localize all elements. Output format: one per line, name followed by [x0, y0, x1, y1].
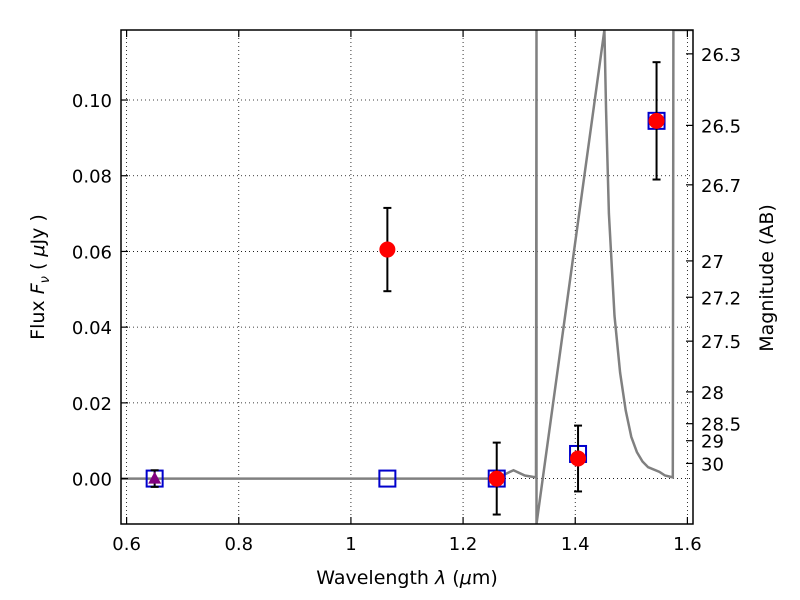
- y2-tick-label: 26.5: [701, 116, 741, 137]
- x-tick-label: 0.6: [112, 534, 141, 555]
- plot-area: [121, 30, 693, 524]
- y-label-nu: ν: [38, 276, 53, 283]
- y-label-F: F: [27, 282, 49, 294]
- y-tick-label: 0.10: [72, 91, 112, 112]
- y2-tick-label: 28.5: [701, 415, 741, 436]
- x-tick-label: 0.8: [224, 534, 253, 555]
- x-tick-label: 1.6: [673, 534, 702, 555]
- x-tick-label: 1.2: [449, 534, 478, 555]
- y-label-mu: μ: [27, 244, 49, 257]
- observed-point: [379, 241, 396, 258]
- y2-tick-label: 27: [701, 252, 724, 273]
- y-label-unit: Jy ): [27, 214, 49, 245]
- x-label-mu: μ: [459, 567, 472, 589]
- y-tick-label: 0.08: [72, 167, 112, 188]
- grid-lines: [121, 30, 693, 524]
- x-label-unit: (: [446, 567, 459, 589]
- y2-tick-label: 26.7: [701, 176, 741, 197]
- y-tick-label: 0.02: [72, 394, 112, 415]
- y-tick-label: 0.04: [72, 318, 112, 339]
- upper-limit-marker: [148, 471, 162, 484]
- y2-tick-label: 26.3: [701, 45, 741, 66]
- x-axis-label: Wavelength λ (μm): [316, 567, 497, 589]
- observed-point: [570, 450, 587, 467]
- y-label-paren: (: [27, 257, 49, 277]
- model-spectrum-line: [121, 30, 693, 524]
- x-label-lambda: λ: [434, 567, 446, 589]
- x-tick-label: 1.4: [561, 534, 590, 555]
- observed-point: [488, 470, 505, 487]
- x-label-unit-end: m): [472, 567, 498, 589]
- plot-frame: [120, 29, 694, 525]
- y2-tick-label: 30: [701, 454, 724, 475]
- x-label-text: Wavelength: [316, 567, 435, 589]
- y2-tick-label: 27.2: [701, 288, 741, 309]
- y-label-text: Flux: [27, 294, 49, 340]
- y2-tick-label: 29: [701, 432, 724, 453]
- model-photometry-square: [378, 469, 397, 488]
- y2-tick-label: 28: [701, 383, 724, 404]
- y2-axis-label: Magnitude (AB): [756, 204, 778, 352]
- y-tick-label: 0.00: [72, 470, 112, 491]
- observed-point: [648, 112, 665, 129]
- y2-tick-label: 27.5: [701, 332, 741, 353]
- x-tick-label: 1: [345, 534, 356, 555]
- axis-ticks: 0.6 0.8 1 1.2 1.4 1.6 0.00 0.02 0.04 0.06 0.08 0.10…: [72, 30, 741, 555]
- y-tick-label: 0.06: [72, 242, 112, 263]
- y-axis-label: Flux Fν ( μJy ): [27, 214, 53, 340]
